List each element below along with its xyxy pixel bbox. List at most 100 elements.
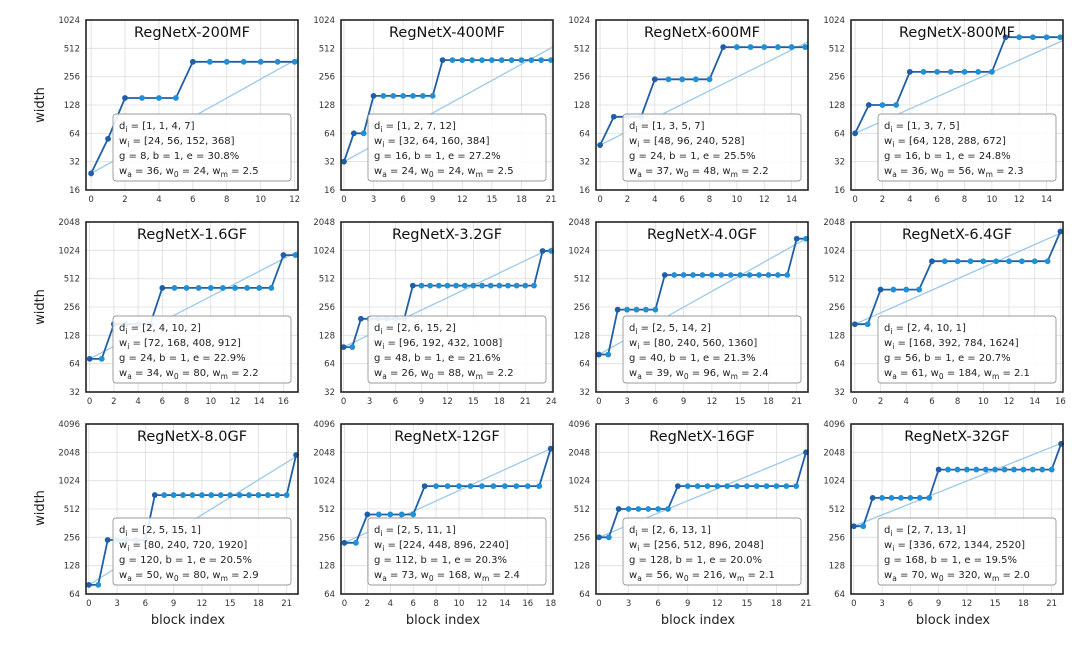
y-tick-label: 32 <box>834 388 845 398</box>
chart-regnetx-800mf: di = [1, 3, 7, 5] wi = [64, 128, 288, 672… <box>823 16 1064 205</box>
data-point <box>860 523 867 530</box>
data-point <box>704 483 711 490</box>
x-tick-label: 9 <box>936 599 941 609</box>
data-point <box>679 76 686 83</box>
data-point <box>467 483 474 490</box>
data-point <box>531 282 537 289</box>
y-tick-label: 4096 <box>568 420 590 430</box>
data-point <box>643 306 649 313</box>
y-tick-label: 1024 <box>313 246 335 256</box>
data-point <box>524 483 531 490</box>
y-axis-title-row-2: width <box>33 289 48 325</box>
y-tick-label: 2048 <box>568 448 590 458</box>
y-tick-label: 256 <box>319 73 335 83</box>
x-tick-label: 16 <box>1055 397 1066 407</box>
annotation-quantization: wa = 39, w0 = 96, wm = 2.4 <box>629 368 769 381</box>
y-tick-label: 512 <box>574 275 590 285</box>
y-tick-label: 16 <box>579 186 590 196</box>
data-point <box>1001 466 1008 473</box>
chart-regnetx-3-2gf: di = [2, 6, 15, 2] wi = [96, 192, 432, 10… <box>313 218 556 407</box>
data-point <box>505 282 511 289</box>
x-tick-label: 12 <box>1004 397 1015 407</box>
annotation-box <box>112 517 292 586</box>
x-axis-titles: block index block index block index bloc… <box>151 613 990 628</box>
x-tick-label: 8 <box>184 397 189 407</box>
annotation-box <box>367 113 547 182</box>
y-tick-label: 64 <box>579 129 590 139</box>
annotation-box <box>622 113 802 182</box>
data-point <box>624 306 630 313</box>
y-tick-label: 256 <box>319 303 335 313</box>
data-point <box>967 258 974 265</box>
data-point <box>139 95 145 101</box>
data-point <box>852 130 859 137</box>
y-tick-label: 512 <box>64 275 80 285</box>
data-point <box>954 258 961 265</box>
y-tick-label: 1024 <box>823 477 845 487</box>
data-point <box>625 506 632 512</box>
y-tick-label: 256 <box>319 533 335 543</box>
x-tick-label: 0 <box>852 397 857 407</box>
y-tick-label: 32 <box>324 158 335 168</box>
fit-line <box>854 231 1064 325</box>
data-point <box>1030 34 1036 41</box>
data-point <box>232 285 238 291</box>
annotation-depths: di = [1, 1, 4, 7] <box>119 121 195 134</box>
y-tick-label: 128 <box>64 562 80 572</box>
chart-regnetx-12gf: di = [2, 5, 11, 1] wi = [224, 448, 896, 2… <box>313 420 556 609</box>
data-point <box>605 534 612 541</box>
annotation-quantization: wa = 24, w0 = 24, wm = 2.5 <box>374 166 514 179</box>
annotation-params: g = 24, b = 1, e = 25.5% <box>629 151 756 162</box>
x-tick-label: 12 <box>230 397 241 407</box>
x-tick-label: 6 <box>934 195 939 205</box>
plot-frame <box>850 19 1064 191</box>
y-tick-label: 256 <box>829 73 845 83</box>
data-point <box>208 492 215 498</box>
data-point <box>1044 258 1051 265</box>
data-point <box>85 581 92 588</box>
x-tick-label: 2 <box>880 195 885 205</box>
y-tick-label: 1024 <box>58 246 80 256</box>
chart-regnetx-200mf: di = [1, 1, 4, 7] wi = [24, 56, 152, 368]… <box>58 16 300 205</box>
plot-frame <box>595 423 809 595</box>
annotation-quantization: wa = 70, w0 = 320, wm = 2.0 <box>884 570 1030 583</box>
data-point <box>370 92 377 99</box>
annotation-params: g = 168, b = 1, e = 19.5% <box>884 555 1017 566</box>
chart-title: RegNetX-1.6GF <box>137 227 247 243</box>
data-point <box>850 523 857 530</box>
y-tick-label: 64 <box>324 129 335 139</box>
x-tick-label: 16 <box>522 599 533 609</box>
x-tick-label: 12 <box>442 397 453 407</box>
annotation-widths: wi = [168, 392, 784, 1624] <box>884 338 1019 351</box>
data-point <box>206 58 213 65</box>
data-point <box>680 272 687 278</box>
data-point <box>283 492 290 498</box>
data-point <box>207 285 214 291</box>
data-point <box>763 483 770 490</box>
data-point <box>684 483 691 490</box>
y-tick-label: 1024 <box>58 477 80 487</box>
plot-frame <box>850 423 1064 595</box>
annotation-quantization: wa = 37, w0 = 48, wm = 2.2 <box>629 166 769 179</box>
data-point <box>655 506 662 512</box>
x-tick-label: 12 <box>712 599 723 609</box>
data-point <box>916 286 922 293</box>
x-tick-label: 0 <box>851 599 856 609</box>
x-tick-label: 6 <box>393 397 398 407</box>
y-tick-label: 4096 <box>823 420 845 430</box>
annotation-box <box>112 113 292 182</box>
x-tick-label: 6 <box>410 599 415 609</box>
data-point <box>864 321 871 328</box>
data-point <box>340 344 347 350</box>
y-tick-label: 64 <box>69 360 80 370</box>
x-tick-label: 12 <box>477 599 488 609</box>
data-point <box>1029 466 1036 473</box>
data-point <box>941 258 948 265</box>
x-tick-label: 9 <box>685 599 690 609</box>
data-point <box>916 494 923 501</box>
data-point <box>223 58 230 65</box>
x-tick-label: 4 <box>135 397 140 407</box>
data-point <box>479 57 485 63</box>
x-tick-label: 0 <box>596 397 601 407</box>
